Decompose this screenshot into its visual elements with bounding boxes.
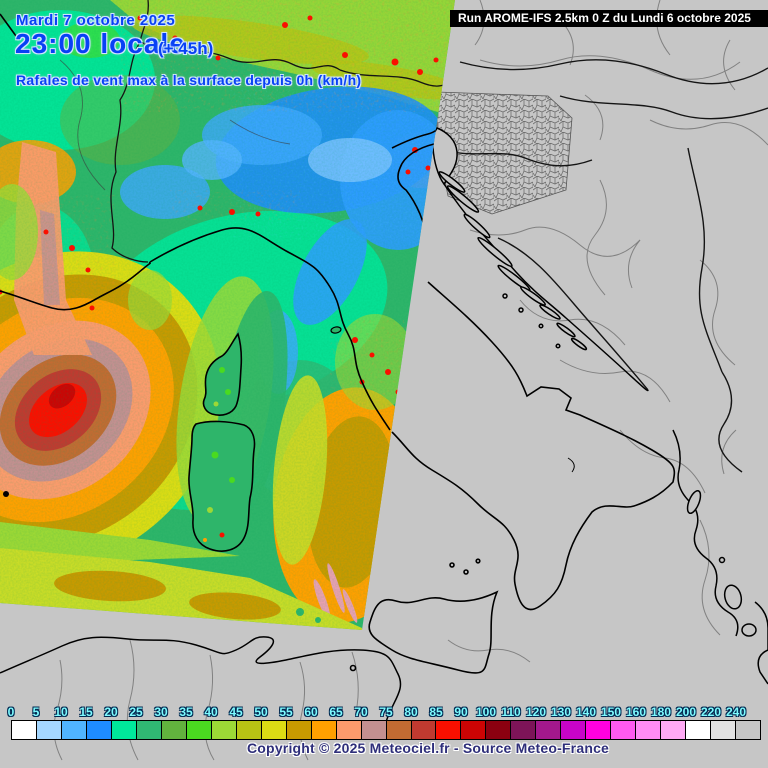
colorbar-cell [61, 721, 87, 739]
colorbar-cell [661, 721, 687, 739]
colorbar-cell [286, 721, 312, 739]
colorbar-cell [311, 721, 337, 739]
colorbar-cell [561, 721, 587, 739]
colorbar-cell [686, 721, 712, 739]
colorbar-cell [361, 721, 387, 739]
croatia-coast [432, 127, 649, 392]
colorbar-cell [211, 721, 237, 739]
colorbar-cell [611, 721, 637, 739]
colorbar-cell [236, 721, 262, 739]
model-domain [0, 0, 455, 630]
copyright-notice: Copyright © 2025 Meteociel.fr - Source M… [247, 740, 610, 756]
colorbar-cell [511, 721, 537, 739]
country-borders [436, 59, 768, 473]
colorbar-cell [12, 721, 37, 739]
colorbar-cell [586, 721, 612, 739]
colorbar-cell [111, 721, 137, 739]
parameter-title: Rafales de vent max à la surface depuis … [16, 72, 362, 88]
tunisia-coast [0, 636, 402, 723]
forecast-lead-time: (+ 45h) [158, 39, 214, 58]
colorbar-cell [186, 721, 212, 739]
colorbar-band [11, 720, 761, 740]
colorbar-cell [261, 721, 287, 739]
colorbar-cell [486, 721, 512, 739]
colorbar-cell [161, 721, 187, 739]
colorbar-cell [36, 721, 62, 739]
colorbar-cell [336, 721, 362, 739]
corsica-island [202, 332, 243, 416]
admin-borders [53, 0, 768, 761]
colorbar-cell [711, 721, 737, 739]
sardinia-island [188, 420, 256, 552]
model-run-bar: Run AROME-IFS 2.5km 0 Z du Lundi 6 octob… [450, 10, 768, 27]
colorbar-cell [536, 721, 562, 739]
italy-coast [349, 281, 676, 674]
colorbar-cell [636, 721, 662, 739]
colorbar-cell [386, 721, 412, 739]
elba-island [330, 326, 342, 334]
colorbar-cell [86, 721, 112, 739]
domain-coastlines [0, 13, 455, 497]
local-time-label: 23:00 locale [15, 28, 186, 59]
colorbar-cell [461, 721, 487, 739]
date-label: Mardi 7 octobre 2025 [16, 12, 176, 29]
greece-coast [672, 429, 768, 685]
colorbar-cell [136, 721, 162, 739]
colorbar-cell [736, 721, 761, 739]
colorbar-cell [436, 721, 462, 739]
colorbar-cell [411, 721, 437, 739]
wind-field [0, 0, 455, 630]
